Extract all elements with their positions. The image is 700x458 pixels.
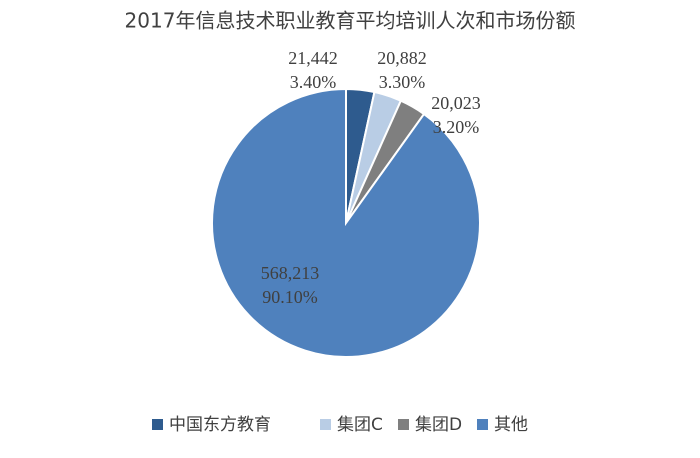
value-label: 20,023 — [431, 93, 481, 113]
legend-marker — [152, 419, 163, 430]
legend-marker — [477, 419, 488, 430]
legend-marker — [398, 419, 409, 430]
legend-label: 集团D — [415, 415, 462, 435]
percent-label: 3.40% — [290, 72, 337, 92]
chart-title: 2017年信息技术职业教育平均培训人次和市场份额 — [125, 9, 576, 33]
legend-label: 其他 — [494, 415, 528, 435]
value-label: 20,882 — [377, 48, 427, 68]
percent-label: 3.20% — [433, 117, 480, 137]
legend-label: 集团C — [337, 415, 383, 435]
value-label: 568,213 — [261, 263, 320, 283]
percent-label: 90.10% — [262, 287, 318, 307]
percent-label: 3.30% — [379, 72, 426, 92]
pie-slice — [211, 87, 481, 358]
legend-label: 中国东方教育 — [169, 415, 271, 435]
value-label: 21,442 — [288, 48, 338, 68]
legend-marker — [320, 419, 331, 430]
